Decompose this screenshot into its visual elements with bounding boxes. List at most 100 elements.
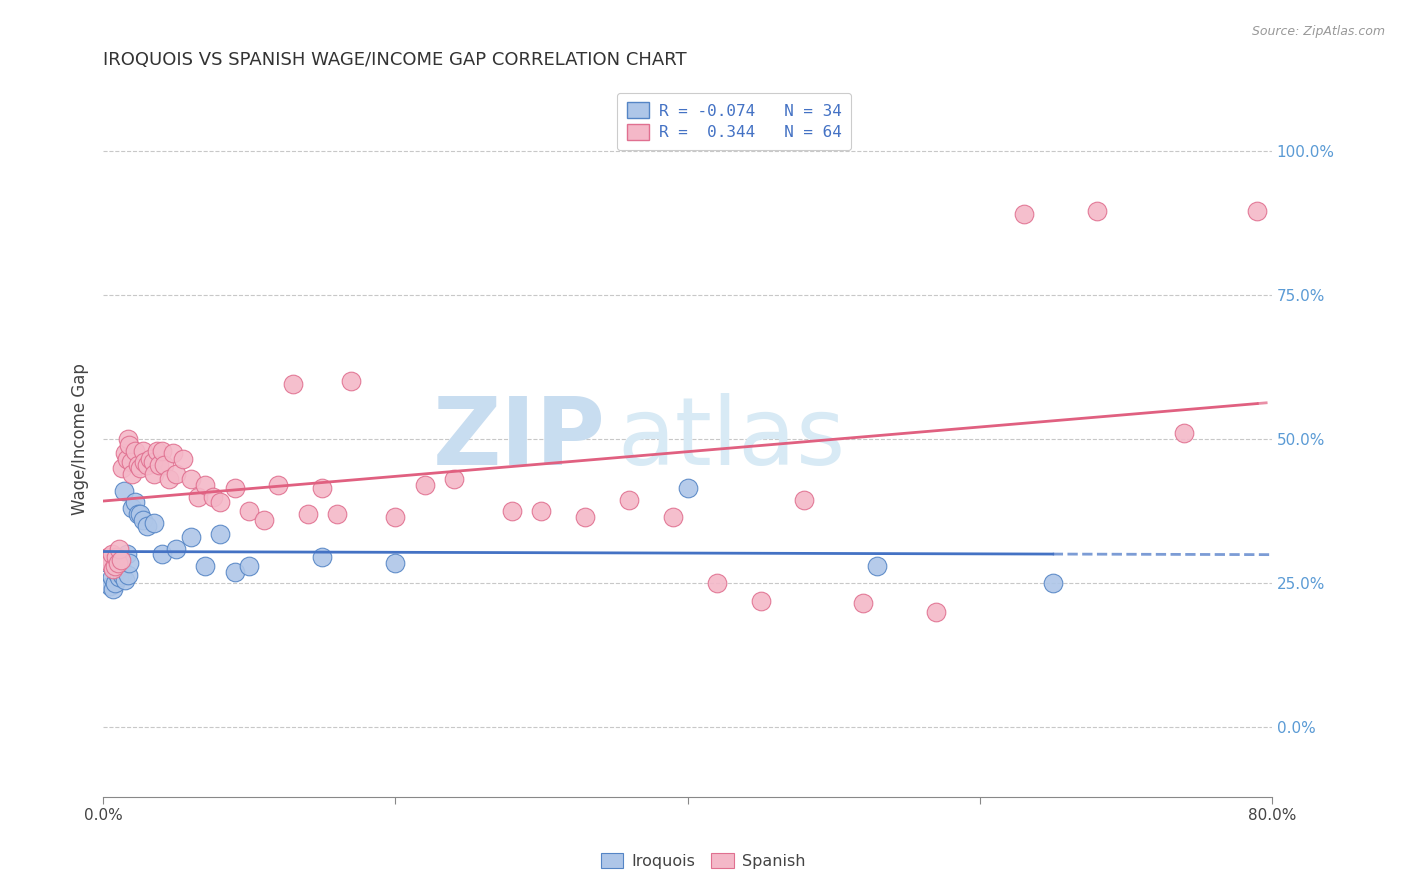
Point <box>146 443 169 458</box>
Point <box>208 495 231 509</box>
Point <box>413 478 436 492</box>
Point <box>131 513 153 527</box>
Point <box>100 579 122 593</box>
Point <box>1173 426 1195 441</box>
Point <box>131 443 153 458</box>
Point <box>384 509 406 524</box>
Text: atlas: atlas <box>617 393 845 485</box>
Point <box>281 377 304 392</box>
Point <box>101 570 124 584</box>
Point <box>150 443 173 458</box>
Point <box>662 509 685 524</box>
Point <box>311 481 333 495</box>
Point <box>157 472 180 486</box>
Point <box>143 467 166 481</box>
Point <box>530 504 553 518</box>
Point <box>172 452 194 467</box>
Point <box>311 550 333 565</box>
Point <box>101 548 124 562</box>
Point <box>253 513 276 527</box>
Point <box>103 562 125 576</box>
Point <box>501 504 523 518</box>
Point <box>108 570 131 584</box>
Point <box>187 490 209 504</box>
Point <box>96 556 118 570</box>
Point <box>201 490 224 504</box>
Point <box>104 558 127 573</box>
Point <box>120 455 142 469</box>
Point <box>142 455 165 469</box>
Text: ZIP: ZIP <box>433 393 606 485</box>
Legend: R = -0.074   N = 34, R =  0.344   N = 64: R = -0.074 N = 34, R = 0.344 N = 64 <box>617 93 851 150</box>
Point <box>115 452 138 467</box>
Point <box>127 458 149 472</box>
Point <box>676 481 699 495</box>
Point <box>111 461 134 475</box>
Point <box>749 593 772 607</box>
Point <box>114 574 136 588</box>
Point <box>139 452 162 467</box>
Point <box>117 567 139 582</box>
Point <box>194 558 217 573</box>
Point <box>1246 204 1268 219</box>
Point <box>617 492 640 507</box>
Point <box>96 550 118 565</box>
Point <box>118 556 141 570</box>
Point <box>110 553 132 567</box>
Y-axis label: Wage/Income Gap: Wage/Income Gap <box>72 363 89 515</box>
Point <box>136 518 159 533</box>
Point <box>208 527 231 541</box>
Point <box>238 504 260 518</box>
Point <box>103 582 125 596</box>
Point <box>127 507 149 521</box>
Point <box>105 550 128 565</box>
Text: Source: ZipAtlas.com: Source: ZipAtlas.com <box>1251 25 1385 38</box>
Point <box>115 548 138 562</box>
Point <box>110 558 132 573</box>
Point <box>128 507 150 521</box>
Point <box>1085 204 1108 219</box>
Point <box>793 492 815 507</box>
Point <box>866 558 889 573</box>
Point <box>121 467 143 481</box>
Point <box>121 501 143 516</box>
Point <box>124 443 146 458</box>
Point <box>162 446 184 460</box>
Point <box>165 541 187 556</box>
Legend: Iroquois, Spanish: Iroquois, Spanish <box>595 847 811 875</box>
Point <box>150 548 173 562</box>
Point <box>117 432 139 446</box>
Point <box>112 483 135 498</box>
Point <box>128 461 150 475</box>
Point <box>148 458 170 472</box>
Point <box>443 472 465 486</box>
Point <box>108 541 131 556</box>
Point <box>340 374 363 388</box>
Text: IROQUOIS VS SPANISH WAGE/INCOME GAP CORRELATION CHART: IROQUOIS VS SPANISH WAGE/INCOME GAP CORR… <box>103 51 686 69</box>
Point <box>384 556 406 570</box>
Point <box>194 478 217 492</box>
Point <box>852 596 875 610</box>
Point <box>124 495 146 509</box>
Point <box>224 481 246 495</box>
Point <box>111 567 134 582</box>
Point <box>925 605 948 619</box>
Point <box>114 446 136 460</box>
Point <box>100 556 122 570</box>
Point <box>267 478 290 492</box>
Point <box>132 455 155 469</box>
Point <box>297 507 319 521</box>
Point <box>326 507 349 521</box>
Point <box>153 458 176 472</box>
Point <box>143 516 166 530</box>
Point <box>105 565 128 579</box>
Point <box>118 438 141 452</box>
Point <box>136 458 159 472</box>
Point <box>224 565 246 579</box>
Point <box>180 530 202 544</box>
Point <box>107 556 129 570</box>
Point <box>574 509 596 524</box>
Point <box>104 576 127 591</box>
Point <box>1042 576 1064 591</box>
Point <box>238 558 260 573</box>
